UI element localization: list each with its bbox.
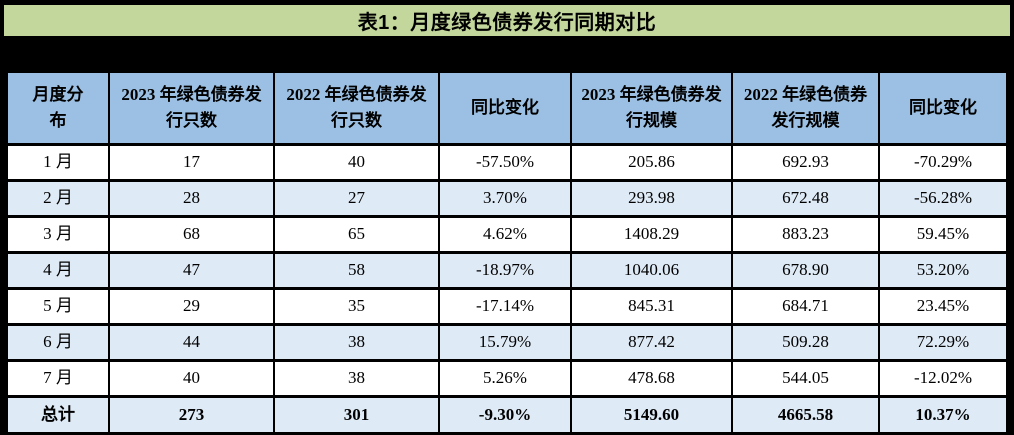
table-cell: 692.93 [731,143,880,182]
table-cell: 38 [273,323,440,362]
table-cell: 5.26% [438,359,572,398]
table-row-jul: 7 月 40 38 5.26% 478.68 544.05 -12.02% [6,359,1008,398]
table-container: 月度分布 2023 年绿色债券发行只数 2022 年绿色债券发行只数 同比变化 … [6,70,1008,435]
table-cell: 68 [108,215,275,254]
table-cell: 2 月 [6,179,110,218]
table-cell-total: 301 [273,395,440,435]
table-cell: 35 [273,287,440,326]
table-cell: 27 [273,179,440,218]
table-cell-total: 5149.60 [570,395,733,435]
header-cell-yoy-count: 同比变化 [438,70,572,146]
table-cell: 5 月 [6,287,110,326]
header-cell-2023-scale: 2023 年绿色债券发行规模 [570,70,733,146]
table-cell: 47 [108,251,275,290]
table-cell: 3.70% [438,179,572,218]
table-row-feb: 2 月 28 27 3.70% 293.98 672.48 -56.28% [6,179,1008,218]
table-cell: -70.29% [878,143,1008,182]
table-cell: 4 月 [6,251,110,290]
table-header-row: 月度分布 2023 年绿色债券发行只数 2022 年绿色债券发行只数 同比变化 … [6,70,1008,146]
table-cell: 684.71 [731,287,880,326]
table-row-jan: 1 月 17 40 -57.50% 205.86 692.93 -70.29% [6,143,1008,182]
table-row-apr: 4 月 47 58 -18.97% 1040.06 678.90 53.20% [6,251,1008,290]
table-cell: 15.79% [438,323,572,362]
table-row-total: 总计 273 301 -9.30% 5149.60 4665.58 10.37% [6,395,1008,435]
table-cell: 72.29% [878,323,1008,362]
table-cell: 672.48 [731,179,880,218]
table-cell: 1 月 [6,143,110,182]
table-cell-total: -9.30% [438,395,572,435]
table-cell-total: 4665.58 [731,395,880,435]
table-cell: 883.23 [731,215,880,254]
table-cell: 40 [108,359,275,398]
table-cell: -18.97% [438,251,572,290]
table-cell: 53.20% [878,251,1008,290]
table-cell: 678.90 [731,251,880,290]
table-cell: 205.86 [570,143,733,182]
table-cell: -17.14% [438,287,572,326]
table-cell: 293.98 [570,179,733,218]
table-cell: 1040.06 [570,251,733,290]
table-cell: 40 [273,143,440,182]
table-cell: 58 [273,251,440,290]
header-cell-month: 月度分布 [6,70,110,146]
table-cell: 28 [108,179,275,218]
table-cell: 23.45% [878,287,1008,326]
header-cell-yoy-scale: 同比变化 [878,70,1008,146]
table-cell: 478.68 [570,359,733,398]
header-cell-2022-scale: 2022 年绿色债券发行规模 [731,70,880,146]
table-cell: -57.50% [438,143,572,182]
table-cell: 845.31 [570,287,733,326]
table-title-bar: 表1：月度绿色债券发行同期对比 [4,5,1010,36]
table-cell: 1408.29 [570,215,733,254]
table-cell: 59.45% [878,215,1008,254]
table-cell: 44 [108,323,275,362]
table-cell: 544.05 [731,359,880,398]
table-title: 表1：月度绿色债券发行同期对比 [357,12,657,34]
table-row-mar: 3 月 68 65 4.62% 1408.29 883.23 59.45% [6,215,1008,254]
table-cell: 38 [273,359,440,398]
table-cell-total: 273 [108,395,275,435]
table-cell: 17 [108,143,275,182]
header-label: 月度分布 [32,84,84,130]
table-cell: 65 [273,215,440,254]
header-cell-2022-count: 2022 年绿色债券发行只数 [273,70,440,146]
green-bond-comparison-table: 月度分布 2023 年绿色债券发行只数 2022 年绿色债券发行只数 同比变化 … [6,70,1008,435]
table-row-jun: 6 月 44 38 15.79% 877.42 509.28 72.29% [6,323,1008,362]
table-cell: 29 [108,287,275,326]
table-row-may: 5 月 29 35 -17.14% 845.31 684.71 23.45% [6,287,1008,326]
table-cell: 6 月 [6,323,110,362]
table-cell: 509.28 [731,323,880,362]
table-cell-total: 10.37% [878,395,1008,435]
table-cell-total: 总计 [6,395,110,435]
table-cell: 4.62% [438,215,572,254]
table-cell: 7 月 [6,359,110,398]
table-cell: -12.02% [878,359,1008,398]
table-cell: -56.28% [878,179,1008,218]
table-cell: 3 月 [6,215,110,254]
header-cell-2023-count: 2023 年绿色债券发行只数 [108,70,275,146]
table-cell: 877.42 [570,323,733,362]
